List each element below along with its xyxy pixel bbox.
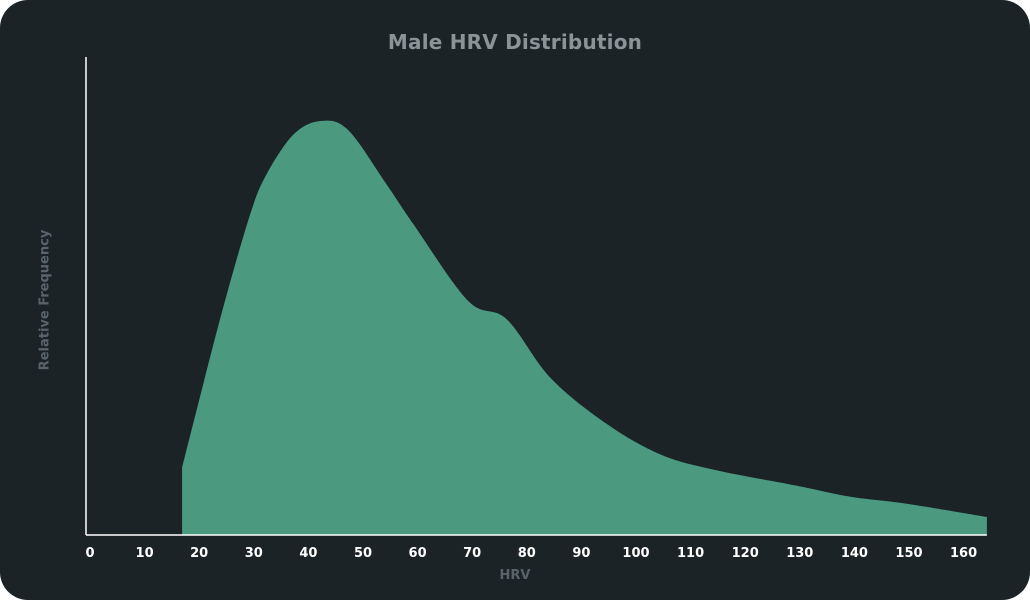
x-tick-label: 70 [463,546,481,561]
x-tick-label: 60 [409,546,427,561]
x-tick-label: 100 [622,546,649,561]
x-tick-label: 150 [895,546,922,561]
x-tick-label: 160 [950,546,977,561]
x-tick-label: 140 [841,546,868,561]
x-tick-label: 40 [299,546,317,561]
x-tick-label: 110 [677,546,704,561]
chart-title: Male HRV Distribution [387,30,643,54]
x-tick-label: 90 [572,546,590,561]
x-tick-label: 0 [85,546,94,561]
x-axis-label: HRV [499,568,531,583]
x-tick-labels: 0 10 20 30 40 50 60 70 80 90 100 110 120 130 140 150 160 [85,546,977,561]
x-tick-label: 50 [354,546,372,561]
x-tick-label: 10 [136,546,154,561]
x-tick-label: 20 [190,546,208,561]
x-tick-label: 120 [732,546,759,561]
x-tick-label: 80 [518,546,536,561]
x-tick-label: 30 [245,546,263,561]
x-tick-label: 130 [786,546,813,561]
distribution-area [182,120,987,535]
